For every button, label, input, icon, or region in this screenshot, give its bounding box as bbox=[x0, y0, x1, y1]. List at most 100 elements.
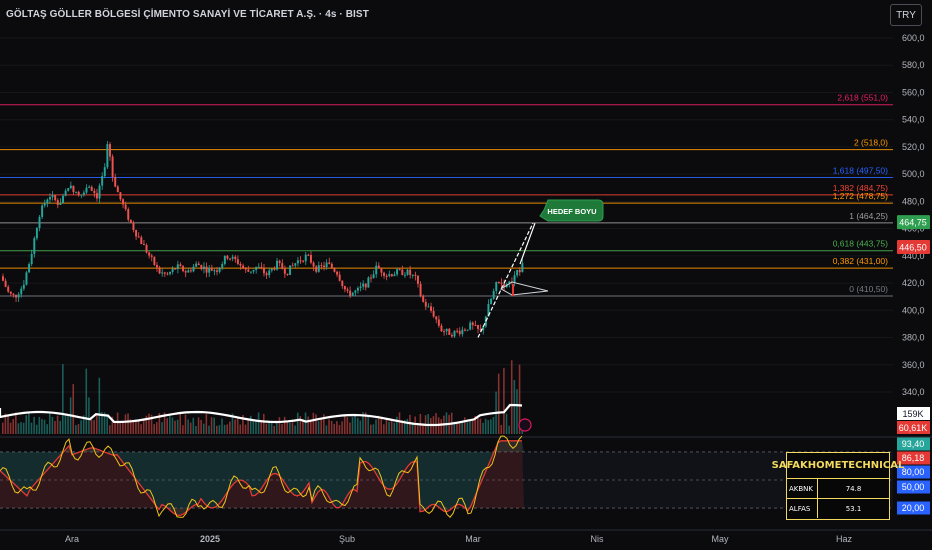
volume-bar bbox=[174, 420, 176, 434]
currency-button[interactable]: TRY bbox=[890, 4, 922, 26]
candle-body bbox=[20, 288, 23, 295]
y-tick-label: 560,0 bbox=[902, 87, 925, 97]
volume-bar bbox=[435, 413, 437, 434]
volume-bar bbox=[479, 418, 482, 434]
candle-body bbox=[323, 265, 325, 268]
candle-body bbox=[432, 310, 435, 317]
candle-body bbox=[9, 291, 12, 294]
candle-body bbox=[140, 237, 143, 244]
volume-average-line bbox=[0, 403, 523, 427]
candle-body bbox=[437, 319, 440, 326]
oscillator-tag bbox=[897, 451, 930, 465]
y-tick-label: 600,0 bbox=[902, 33, 925, 43]
volume-bar bbox=[119, 423, 122, 434]
volume-bar bbox=[307, 416, 309, 434]
info-table-header: SAFAKHOMETECHNICAL bbox=[772, 453, 904, 479]
candle-body bbox=[273, 268, 276, 270]
candle-body bbox=[200, 265, 203, 270]
volume-bar bbox=[296, 412, 299, 434]
volume-bar bbox=[77, 424, 80, 434]
candle-body bbox=[278, 260, 281, 264]
candle-body bbox=[463, 329, 466, 331]
volume-bar bbox=[377, 415, 380, 434]
fib-label: 0,618 (443,75) bbox=[833, 239, 888, 249]
candle-body bbox=[216, 270, 218, 272]
volume-bar bbox=[236, 417, 239, 434]
volume-bar bbox=[249, 415, 252, 434]
volume-bar bbox=[242, 415, 244, 434]
price-tag bbox=[897, 215, 930, 230]
volume-bar bbox=[182, 425, 184, 434]
volume-bar bbox=[179, 413, 182, 434]
volume-bar bbox=[51, 417, 54, 434]
candle-body bbox=[30, 254, 33, 264]
volume-bar bbox=[385, 418, 388, 434]
candle-body bbox=[325, 262, 328, 268]
candle-body bbox=[341, 280, 344, 287]
volume-bar bbox=[93, 420, 95, 434]
volume-bar bbox=[323, 414, 325, 434]
candle-body bbox=[448, 328, 451, 335]
candle-body bbox=[304, 254, 307, 262]
candle-body bbox=[166, 273, 169, 275]
volume-bar bbox=[218, 425, 221, 434]
oscillator-tag bbox=[897, 480, 930, 494]
volume-bar bbox=[216, 425, 218, 434]
volume-bar bbox=[2, 422, 4, 434]
candle-body bbox=[114, 176, 117, 187]
volume-bar bbox=[492, 416, 495, 434]
volume-bar bbox=[208, 425, 210, 434]
volume-tag bbox=[897, 407, 930, 420]
volume-bar bbox=[461, 422, 463, 434]
x-tick-label: Haz bbox=[836, 534, 853, 544]
candle-body bbox=[69, 185, 72, 189]
candle-body bbox=[229, 258, 232, 260]
fib-label: 2,618 (551,0) bbox=[837, 93, 888, 103]
volume-bar bbox=[127, 413, 129, 434]
candle-body bbox=[372, 274, 375, 279]
candle-body bbox=[354, 290, 357, 293]
volume-bar bbox=[111, 416, 114, 434]
candle-body bbox=[299, 260, 302, 262]
volume-bar bbox=[458, 422, 461, 434]
info-table-row: AKBNK 74.8 bbox=[787, 479, 889, 499]
oscillator-tag-label: 93,40 bbox=[902, 439, 925, 449]
volume-bar bbox=[231, 413, 234, 434]
candle-body bbox=[148, 252, 151, 256]
candle-body bbox=[296, 260, 299, 264]
candle-body bbox=[495, 282, 498, 292]
candle-body bbox=[116, 186, 119, 193]
price-tag bbox=[897, 239, 930, 254]
candle-body bbox=[390, 274, 393, 277]
volume-bar bbox=[166, 418, 168, 434]
candle-body bbox=[477, 325, 479, 329]
volume-bar bbox=[469, 419, 471, 434]
candle-body bbox=[226, 255, 229, 259]
candle-body bbox=[482, 326, 485, 331]
candle-body bbox=[424, 301, 427, 307]
candle-body bbox=[461, 329, 464, 335]
volume-bar bbox=[64, 413, 67, 434]
volume-bar bbox=[132, 421, 135, 434]
volume-bar bbox=[98, 377, 101, 434]
volume-bar bbox=[72, 384, 75, 434]
candle-body bbox=[487, 303, 490, 317]
candle-body bbox=[95, 193, 98, 199]
volume-bar bbox=[260, 421, 262, 434]
candle-body bbox=[171, 268, 174, 272]
volume-bar bbox=[320, 418, 322, 434]
target-callout-label: HEDEF BOYU bbox=[547, 207, 596, 216]
volume-bar bbox=[364, 412, 367, 434]
candle-body bbox=[158, 267, 161, 274]
candle-body bbox=[174, 268, 177, 270]
volume-bar bbox=[463, 417, 466, 434]
candle-body bbox=[252, 269, 255, 272]
candle-body bbox=[302, 260, 305, 262]
candle-body bbox=[17, 294, 20, 298]
volume-bar bbox=[370, 424, 372, 434]
volume-bar bbox=[328, 419, 330, 434]
volume-bar bbox=[189, 422, 192, 434]
candle-body bbox=[330, 263, 333, 269]
volume-bar bbox=[276, 422, 278, 434]
